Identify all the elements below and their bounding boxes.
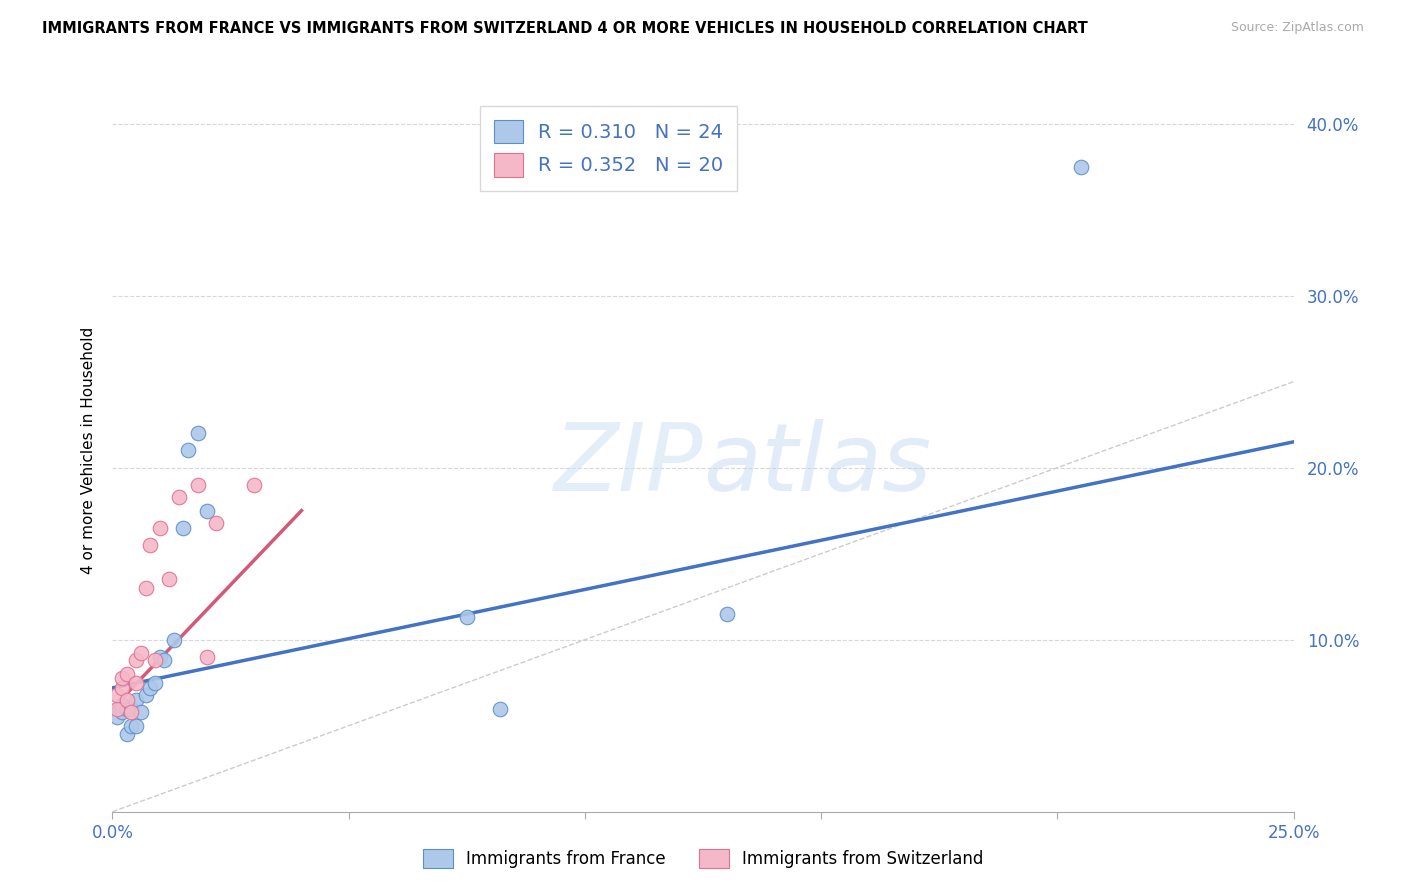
Point bbox=[186, 426, 208, 441]
Point bbox=[195, 503, 218, 517]
Point bbox=[149, 521, 172, 535]
Point bbox=[149, 649, 172, 664]
Point bbox=[135, 581, 157, 595]
Point bbox=[115, 667, 138, 681]
Legend: R = 0.310   N = 24, R = 0.352   N = 20: R = 0.310 N = 24, R = 0.352 N = 20 bbox=[479, 106, 737, 191]
Legend: Immigrants from France, Immigrants from Switzerland: Immigrants from France, Immigrants from … bbox=[416, 843, 990, 875]
Point bbox=[177, 443, 200, 458]
Point bbox=[243, 478, 266, 492]
Point bbox=[129, 705, 152, 719]
Point bbox=[125, 675, 148, 690]
Y-axis label: 4 or more Vehicles in Household: 4 or more Vehicles in Household bbox=[80, 326, 96, 574]
Point bbox=[167, 490, 190, 504]
Point bbox=[139, 538, 162, 552]
Text: atlas: atlas bbox=[703, 419, 931, 510]
Point bbox=[143, 653, 166, 667]
Point bbox=[111, 681, 134, 695]
Point bbox=[1070, 160, 1092, 174]
Point bbox=[125, 653, 148, 667]
Point bbox=[135, 688, 157, 702]
Point bbox=[153, 653, 176, 667]
Text: IMMIGRANTS FROM FRANCE VS IMMIGRANTS FROM SWITZERLAND 4 OR MORE VEHICLES IN HOUS: IMMIGRANTS FROM FRANCE VS IMMIGRANTS FRO… bbox=[42, 21, 1088, 37]
Point bbox=[157, 573, 180, 587]
Point bbox=[120, 701, 142, 715]
Point bbox=[111, 705, 134, 719]
Point bbox=[125, 693, 148, 707]
Point bbox=[489, 701, 512, 715]
Point bbox=[111, 698, 134, 712]
Point bbox=[143, 675, 166, 690]
Point bbox=[129, 647, 152, 661]
Point bbox=[195, 649, 218, 664]
Point bbox=[139, 681, 162, 695]
Point bbox=[163, 632, 186, 647]
Point bbox=[172, 521, 194, 535]
Point bbox=[120, 705, 142, 719]
Point bbox=[186, 478, 208, 492]
Point bbox=[120, 719, 142, 733]
Point bbox=[456, 610, 478, 624]
Point bbox=[105, 710, 128, 724]
Point bbox=[105, 701, 128, 715]
Point bbox=[205, 516, 228, 530]
Point bbox=[716, 607, 738, 621]
Text: Source: ZipAtlas.com: Source: ZipAtlas.com bbox=[1230, 21, 1364, 35]
Point bbox=[111, 671, 134, 685]
Point bbox=[125, 719, 148, 733]
Point bbox=[115, 693, 138, 707]
Point bbox=[115, 701, 138, 715]
Point bbox=[115, 727, 138, 741]
Text: ZIP: ZIP bbox=[554, 419, 703, 510]
Point bbox=[105, 688, 128, 702]
